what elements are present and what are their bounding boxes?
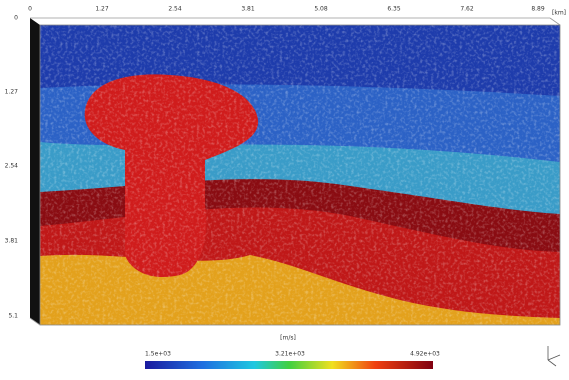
tick-label: 3.81 xyxy=(241,6,255,13)
colorbar-label: 3.21e+03 xyxy=(275,351,305,358)
tick-label: 6.35 xyxy=(387,6,401,13)
tick-label: 3.81 xyxy=(5,238,19,245)
tick-label: 2.54 xyxy=(5,163,19,170)
axes-triad xyxy=(548,346,560,366)
texture xyxy=(40,25,560,325)
tick-label: 5.08 xyxy=(314,6,328,13)
tick-label: 2.54 xyxy=(168,6,182,13)
tick-label: 7.62 xyxy=(460,6,474,13)
colorbar-unit: [m/s] xyxy=(280,335,296,342)
colorbar-label: 4.92e+03 xyxy=(410,351,440,358)
page: 0 1.27 2.54 3.81 5.08 6.35 7.62 8.89 [km… xyxy=(0,0,569,376)
colorbar-label: 1.5e+03 xyxy=(145,351,171,358)
tick-label: 1.27 xyxy=(5,89,19,96)
colorbar-ramp xyxy=(145,361,433,369)
frame xyxy=(550,18,560,25)
tick-label: 1.27 xyxy=(95,6,109,13)
top-axis: 0 1.27 2.54 3.81 5.08 6.35 7.62 8.89 [km… xyxy=(28,6,566,17)
box-side xyxy=(30,18,40,325)
tick-label: 0 xyxy=(28,6,32,13)
model xyxy=(40,25,560,325)
axis-unit: [km] xyxy=(552,10,566,17)
tick-label: 5.1 xyxy=(8,313,18,320)
colorbar: [m/s] 1.5e+03 3.21e+03 4.92e+03 xyxy=(145,335,440,370)
left-axis: 0 1.27 2.54 3.81 5.1 xyxy=(5,15,19,320)
tick-label: 8.89 xyxy=(531,6,545,13)
tick-label: 0 xyxy=(14,15,18,22)
viewer: 0 1.27 2.54 3.81 5.08 6.35 7.62 8.89 [km… xyxy=(0,0,569,376)
